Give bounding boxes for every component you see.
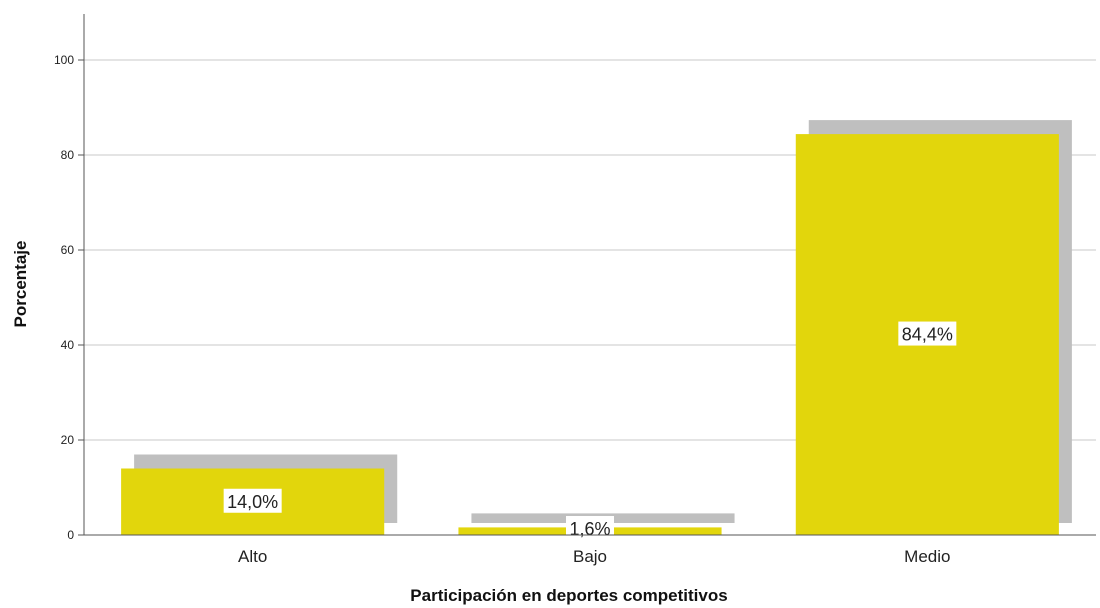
axes (83, 14, 1096, 536)
y-tick-label: 100 (54, 53, 74, 67)
y-axis-title: Porcentaje (11, 241, 30, 328)
y-axis-ticks: 0 20 40 60 80 100 (54, 53, 84, 542)
x-axis-title: Participación en deportes competitivos (410, 586, 727, 605)
x-category-label: Alto (238, 547, 267, 566)
y-tick-label: 20 (61, 433, 75, 447)
data-label-box (566, 516, 614, 540)
y-tick-label: 60 (61, 243, 75, 257)
x-category-label: Bajo (573, 547, 607, 566)
x-category-label: Medio (904, 547, 950, 566)
bars: 14,0% 1,6% 84,4% (121, 120, 1072, 540)
y-tick-label: 0 (67, 528, 74, 542)
data-label: 1,6% (569, 519, 610, 539)
y-tick-label: 40 (61, 338, 75, 352)
data-label: 84,4% (902, 325, 953, 345)
data-label: 14,0% (227, 492, 278, 512)
x-axis-categories: Alto Bajo Medio (238, 547, 950, 566)
y-tick-label: 80 (61, 148, 75, 162)
data-label-box (898, 321, 957, 346)
data-label-box (223, 488, 282, 513)
